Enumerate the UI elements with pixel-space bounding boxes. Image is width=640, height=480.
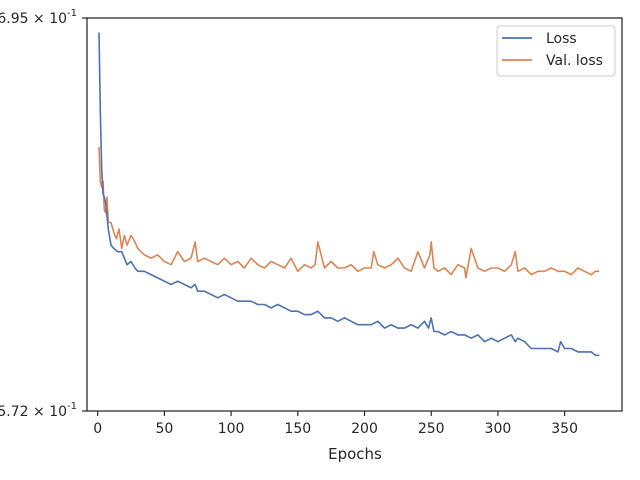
y-tick-label: 5.72 × 10-1	[0, 401, 77, 420]
legend-label-loss: Loss	[546, 31, 577, 47]
plot-frame	[86, 17, 623, 412]
x-axis-ticks: 0 50 100 150 200 250 300 350	[93, 411, 578, 437]
plot-lines	[98, 32, 600, 357]
x-tick-label: 200	[351, 421, 378, 437]
y-tick-label: 6.95 × 10-1	[0, 8, 77, 27]
legend: Loss Val. loss	[496, 25, 616, 77]
series-line-val-loss	[98, 146, 600, 279]
x-tick-label: 150	[284, 421, 311, 437]
x-axis-label: Epochs	[328, 445, 382, 463]
x-tick-label: 300	[485, 421, 512, 437]
x-tick-label: 50	[155, 421, 173, 437]
x-tick-label: 0	[93, 421, 102, 437]
x-tick-label: 100	[218, 421, 245, 437]
y-axis-ticks: 6.95 × 10-1 5.72 × 10-1	[0, 8, 87, 420]
series-line-loss	[98, 32, 600, 357]
x-tick-label: 250	[418, 421, 445, 437]
legend-label-val-loss: Val. loss	[546, 53, 603, 69]
x-tick-label: 350	[551, 421, 578, 437]
